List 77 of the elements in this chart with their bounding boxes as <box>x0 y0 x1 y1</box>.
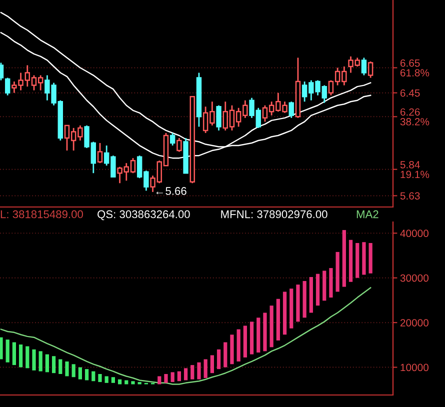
bar <box>177 371 181 382</box>
bar <box>282 292 287 335</box>
bar <box>170 372 174 382</box>
bar <box>26 346 30 368</box>
text: MA2 <box>356 210 378 218</box>
text: QS: 303863264.00 <box>98 210 190 220</box>
text: L: 381815489.00 <box>0 210 83 218</box>
bar <box>72 364 76 378</box>
bar <box>256 318 260 353</box>
bar <box>45 354 49 372</box>
candlestick <box>170 132 176 146</box>
bar <box>210 355 214 374</box>
bar <box>32 349 36 370</box>
bar <box>111 377 115 383</box>
bar <box>104 376 108 383</box>
bar <box>290 288 294 328</box>
candlestick <box>176 137 182 152</box>
bar <box>270 306 274 348</box>
bar <box>329 268 333 298</box>
bar <box>190 365 194 380</box>
bar <box>92 371 96 382</box>
bar <box>302 281 306 318</box>
text: MFNL: 378902976.00 <box>221 210 328 218</box>
bar <box>348 240 353 282</box>
bar <box>78 367 82 380</box>
bar <box>243 326 247 358</box>
y-tick-label: 6.45 <box>400 89 420 97</box>
bar <box>250 322 254 354</box>
bar <box>316 274 320 306</box>
line-series <box>0 287 372 385</box>
bar <box>18 344 23 368</box>
bar <box>164 374 168 383</box>
candlestick <box>4 77 10 96</box>
y-tick-label: 5.84 19.1% <box>400 161 430 178</box>
bar <box>322 270 326 301</box>
bar <box>336 252 340 292</box>
bar <box>356 243 360 278</box>
bar <box>6 340 10 362</box>
bar <box>362 242 366 275</box>
bar <box>204 359 208 378</box>
candlestick <box>368 60 374 78</box>
bar <box>368 243 372 274</box>
bar <box>65 361 69 376</box>
bar <box>224 342 228 368</box>
bar <box>263 312 267 352</box>
y-tick-label: 5.63 <box>400 192 420 200</box>
bar <box>230 334 234 364</box>
bar <box>276 298 280 340</box>
candlestick <box>216 104 222 132</box>
candlestick <box>361 57 367 76</box>
bar <box>309 276 313 313</box>
bar <box>12 342 16 366</box>
y-tick-label: 20000 <box>400 319 429 326</box>
bar <box>158 376 162 384</box>
bar <box>118 379 122 384</box>
bar <box>296 284 300 322</box>
bar <box>98 374 102 382</box>
y-tick-label: 10000 <box>400 364 429 372</box>
bar <box>184 368 188 380</box>
bar <box>342 230 346 287</box>
bar <box>38 351 42 372</box>
y-tick-label: 6.26 38.2% <box>400 108 430 126</box>
bar <box>236 329 240 362</box>
y-tick-label: 6.65 61.8% <box>400 59 430 76</box>
bar <box>197 362 201 380</box>
candlestick <box>288 100 294 119</box>
bar <box>131 381 135 384</box>
bar <box>84 369 89 380</box>
candlestick <box>97 142 103 164</box>
y-tick-label: 30000 <box>400 274 429 282</box>
annotation: ←5.66 <box>156 187 186 195</box>
y-tick-label: 40000 <box>400 230 429 238</box>
bar <box>124 380 128 384</box>
bar <box>216 349 221 370</box>
bar <box>0 337 3 360</box>
bar <box>52 356 56 374</box>
bar <box>58 359 62 374</box>
